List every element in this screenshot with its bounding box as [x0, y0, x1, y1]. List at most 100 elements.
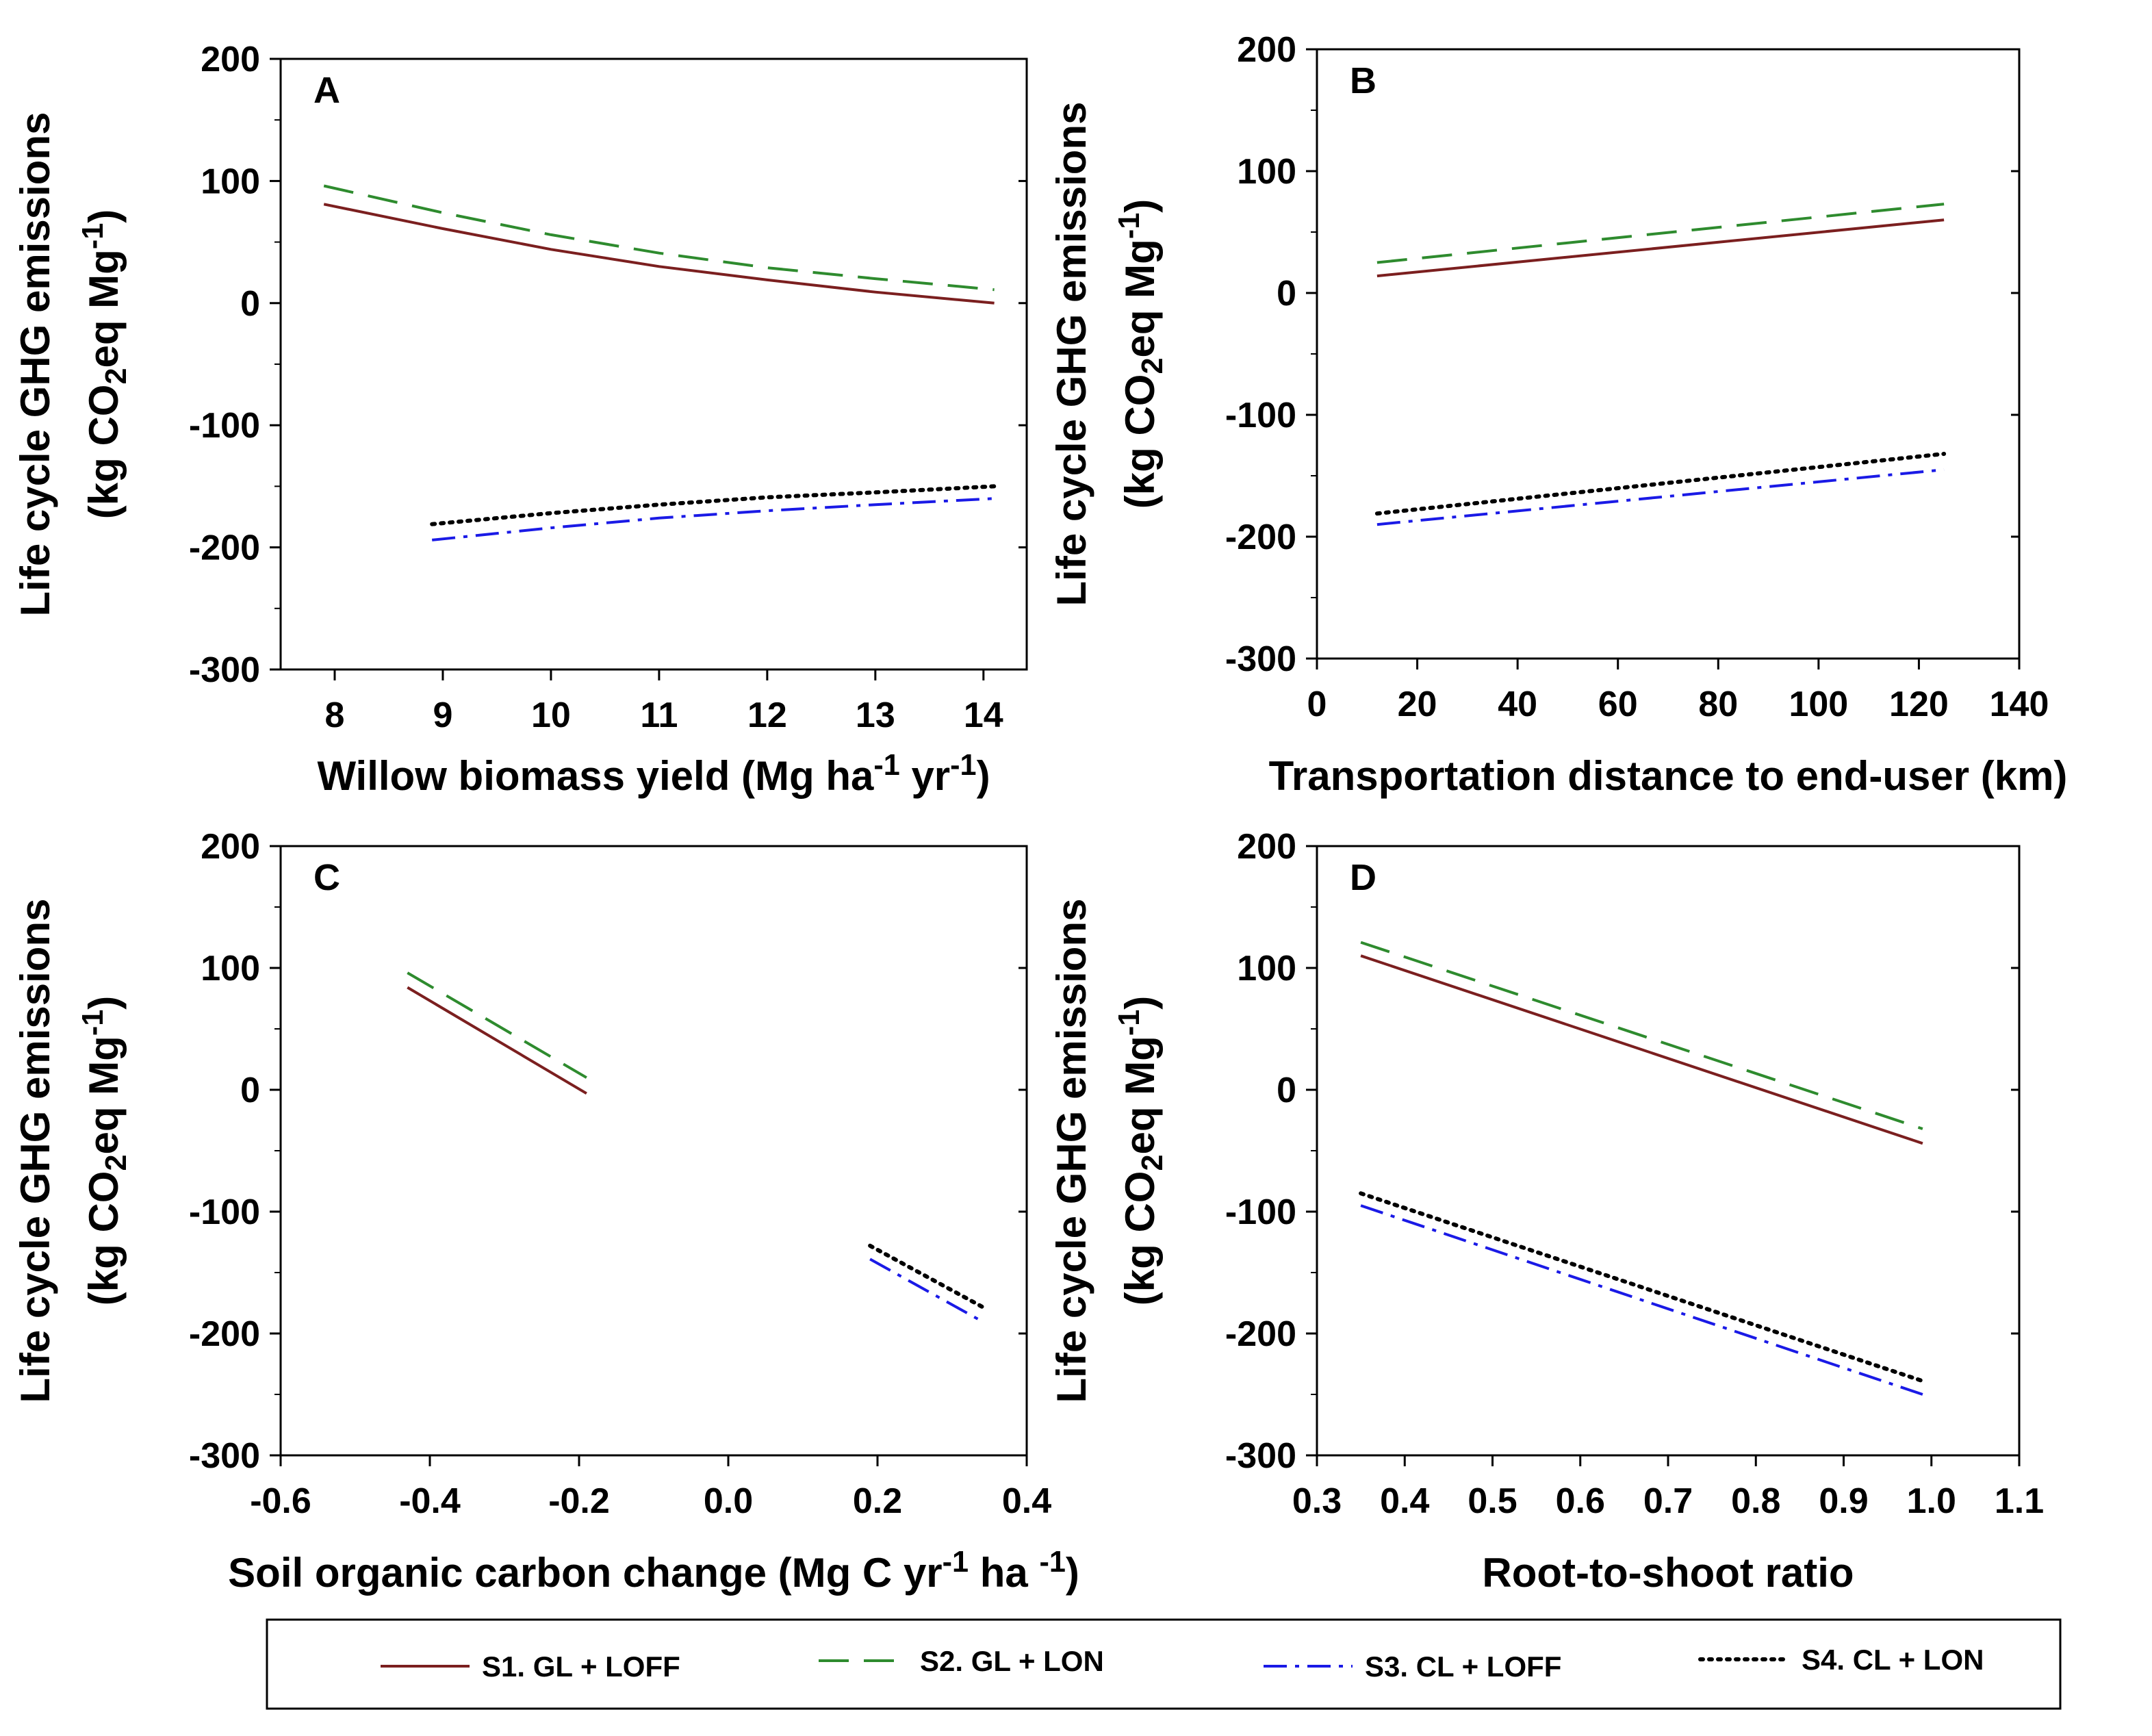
series-line-s3	[431, 497, 995, 541]
series-line-s2	[407, 971, 587, 1079]
y-tick-label: 0	[1277, 274, 1296, 314]
series-line-s3	[869, 1258, 983, 1323]
x-tick-label: 0.9	[1819, 1481, 1868, 1521]
x-tick-label: 0.7	[1643, 1481, 1693, 1521]
x-tick-label: 140	[1990, 685, 2049, 724]
x-tick-label: 10	[531, 695, 571, 735]
panel-letter: A	[313, 70, 340, 111]
series-line-s1	[1360, 954, 1923, 1145]
y-tick-label: 100	[201, 949, 260, 988]
panel-letter: D	[1350, 857, 1376, 898]
x-tick-label: 13	[856, 695, 895, 735]
series-line-s1	[323, 203, 995, 305]
y-axis-title-line2: (kg CO2eq Mg-1)	[77, 209, 133, 519]
y-tick-label: 100	[1237, 152, 1296, 192]
x-axis-title: Willow biomass yield (Mg ha-1 yr-1)	[317, 749, 990, 799]
y-tick-label: 100	[201, 162, 260, 201]
y-tick-label: 200	[1237, 827, 1296, 867]
panel-letter: C	[313, 857, 340, 898]
y-tick-label: -300	[1225, 639, 1296, 679]
plot-frame	[279, 845, 1028, 1457]
x-tick-label: 0.2	[853, 1481, 902, 1521]
x-tick-label: 100	[1789, 685, 1848, 724]
x-tick-label: -0.4	[399, 1481, 461, 1521]
x-tick-label: 0.8	[1731, 1481, 1780, 1521]
x-tick-label: 1.0	[1907, 1481, 1956, 1521]
x-tick-label: 0.6	[1556, 1481, 1605, 1521]
panel-d: 200 100 0 -100 -200 -300 0.3 0.4 0.5 0.6 0.7 0.8 0.9…	[1049, 827, 2044, 1596]
y-tick-label: -200	[1225, 518, 1296, 557]
y-tick-label: 0	[1277, 1071, 1296, 1110]
y-tick-label: 0	[240, 284, 260, 324]
y-tick-label: -200	[189, 1314, 260, 1354]
x-tick-label: 0.5	[1468, 1481, 1517, 1521]
y-tick-label: 200	[201, 827, 260, 867]
x-axis-title: Transportation distance to end-user (km)	[1269, 753, 2068, 799]
panel-b: 200 100 0 -100 -200 -300 0 20 40 60 80 100 120 140 B Tr…	[1049, 30, 2067, 799]
x-tick-label: 0.4	[1380, 1481, 1429, 1521]
plot-frame	[1316, 845, 2021, 1457]
y-tick-label: -100	[189, 406, 260, 446]
y-tick-label: -100	[189, 1192, 260, 1232]
y-axis-title-line1: Life cycle GHG emissions	[1049, 102, 1094, 607]
panel-letter: B	[1350, 60, 1376, 101]
y-tick-label: 100	[1237, 949, 1296, 988]
x-tick-label: 12	[747, 695, 787, 735]
y-axis-title-line2: (kg CO2eq Mg-1)	[1113, 199, 1169, 509]
panel-c: 200 100 0 -100 -200 -300 -0.6 -0.4 -0.2 0.0 0.2 0.4…	[12, 827, 1079, 1596]
x-tick-label: 9	[433, 695, 452, 735]
plot-frame	[279, 58, 1028, 671]
x-tick-label: 80	[1698, 685, 1738, 724]
series-line-s2	[1376, 203, 1945, 264]
y-axis-title-line2: (kg CO2eq Mg-1)	[77, 996, 133, 1305]
x-tick-label: 1.1	[1995, 1481, 2044, 1521]
series-line-s4	[1359, 1191, 1925, 1383]
y-tick-label: -200	[1225, 1314, 1296, 1354]
y-tick-label: 200	[1237, 30, 1296, 70]
x-axis-title: Soil organic carbon change (Mg C yr-1 ha…	[228, 1546, 1079, 1596]
series-line-s4	[868, 1243, 984, 1309]
x-tick-label: -0.2	[548, 1481, 610, 1521]
series-line-s2	[323, 184, 995, 292]
x-axis-title: Root-to-shoot ratio	[1482, 1550, 1854, 1596]
y-tick-label: 0	[240, 1071, 260, 1110]
x-tick-label: 120	[1889, 685, 1949, 724]
x-tick-label: 8	[325, 695, 345, 735]
y-axis-title-line1: Life cycle GHG emissions	[12, 112, 58, 617]
x-tick-label: 20	[1398, 685, 1437, 724]
x-tick-label: 11	[640, 695, 678, 735]
y-tick-label: -200	[189, 528, 260, 568]
legend-label: S2. GL + LON	[920, 1645, 1104, 1677]
plot-frame	[1316, 48, 2021, 660]
x-tick-label: 40	[1498, 685, 1537, 724]
series-line-s1	[407, 986, 587, 1095]
y-axis-title-line2: (kg CO2eq Mg-1)	[1113, 996, 1169, 1305]
x-tick-label: -0.6	[250, 1481, 311, 1521]
series-line-s4	[430, 484, 997, 526]
legend-label: S1. GL + LOFF	[482, 1650, 680, 1683]
legend-label: S3. CL + LOFF	[1365, 1650, 1561, 1683]
y-tick-label: -100	[1225, 396, 1296, 435]
y-tick-label: -300	[189, 650, 260, 690]
y-tick-label: 200	[201, 40, 260, 79]
legend: S1. GL + LOFF S2. GL + LON S3. CL + LOFF S4…	[266, 1618, 2062, 1710]
y-axis-title-line1: Life cycle GHG emissions	[1049, 899, 1094, 1403]
legend-label: S4. CL + LON	[1802, 1644, 1984, 1676]
legend-box	[266, 1618, 2062, 1710]
y-axis-title-line1: Life cycle GHG emissions	[12, 899, 58, 1403]
series-line-s2	[1360, 941, 1923, 1130]
y-tick-label: -300	[189, 1436, 260, 1476]
y-tick-label: -300	[1225, 1436, 1296, 1476]
x-tick-label: 0.3	[1292, 1481, 1342, 1521]
y-tick-label: -100	[1225, 1192, 1296, 1232]
x-tick-label: 0	[1307, 685, 1327, 724]
x-tick-label: 14	[964, 695, 1003, 735]
series-line-s1	[1376, 218, 1945, 278]
x-tick-label: 0.4	[1002, 1481, 1051, 1521]
series-line-s3	[1360, 1204, 1923, 1396]
x-tick-label: 0.0	[704, 1481, 753, 1521]
series-line-s3	[1376, 468, 1945, 526]
panel-a: 200 100 0 -100 -200 -300 8 9 10 11 12 13 14 A Willow b…	[12, 40, 1028, 799]
series-line-s4	[1374, 452, 1947, 516]
